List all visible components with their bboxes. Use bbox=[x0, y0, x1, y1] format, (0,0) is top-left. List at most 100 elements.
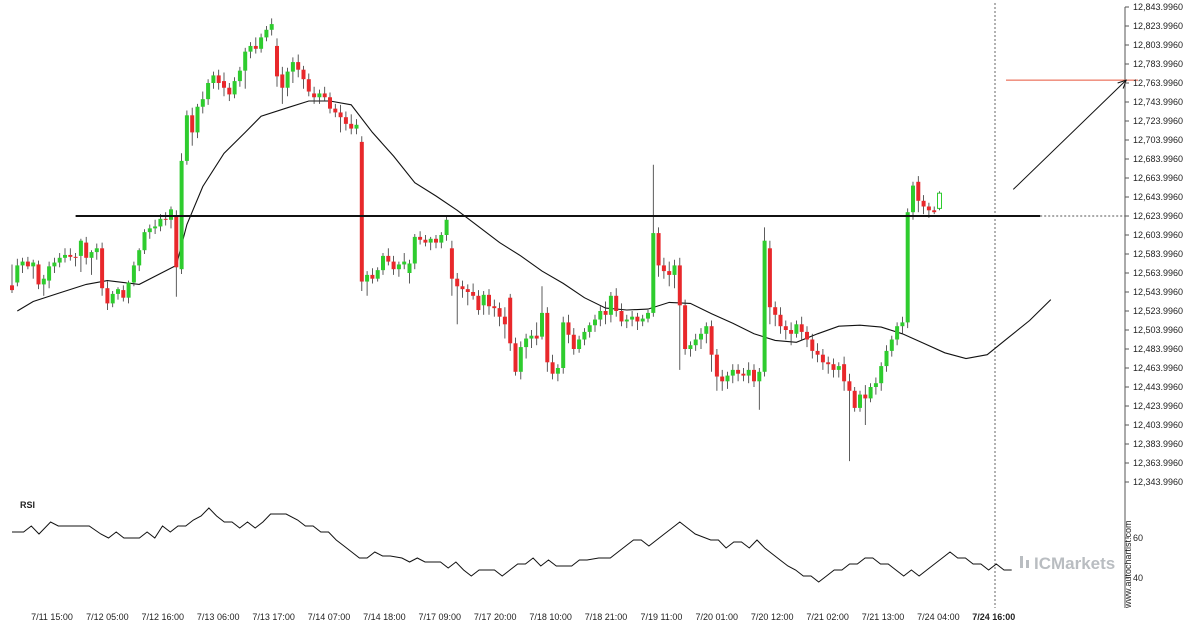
candle-body bbox=[773, 307, 778, 315]
candle-body bbox=[52, 262, 57, 267]
candle-body bbox=[290, 62, 295, 72]
candle bbox=[502, 307, 507, 339]
candle bbox=[873, 377, 878, 395]
candle-body bbox=[423, 239, 428, 243]
candle bbox=[94, 243, 99, 260]
candle-body bbox=[20, 261, 25, 266]
candle bbox=[476, 290, 481, 315]
candle-body bbox=[301, 69, 306, 80]
candle-body bbox=[571, 334, 576, 349]
candle-body bbox=[683, 305, 688, 349]
y-tick-label: 12,703.9960 bbox=[1133, 135, 1183, 145]
candle-body bbox=[555, 367, 560, 374]
candle-body bbox=[359, 141, 364, 282]
brand-logo-bar bbox=[1020, 556, 1023, 568]
x-tick-label: 7/20 12:00 bbox=[751, 612, 794, 622]
candle-body bbox=[460, 286, 465, 290]
candle bbox=[508, 293, 513, 351]
candle-body bbox=[778, 314, 783, 327]
candle-body bbox=[15, 265, 20, 283]
candle bbox=[683, 299, 688, 355]
candle bbox=[333, 103, 338, 118]
candle bbox=[767, 240, 772, 325]
candle-body bbox=[497, 308, 502, 317]
price-axis: 12,843.9960 12,823.9960 12,803.9960 12,783.… bbox=[1125, 2, 1183, 487]
candle bbox=[312, 86, 317, 104]
candle-body bbox=[365, 274, 370, 282]
candle bbox=[269, 18, 274, 36]
candle bbox=[280, 66, 285, 104]
candle-body bbox=[121, 290, 126, 298]
candle bbox=[842, 356, 847, 391]
candle bbox=[142, 229, 147, 254]
candle bbox=[137, 248, 142, 272]
candle bbox=[709, 320, 714, 372]
candle bbox=[359, 136, 364, 292]
candle bbox=[296, 54, 301, 78]
candle bbox=[465, 284, 470, 306]
y-tick-label: 12,723.9960 bbox=[1133, 116, 1183, 126]
candle-body bbox=[926, 206, 931, 211]
rsi-panel-label: RSI bbox=[20, 500, 35, 510]
candle-body bbox=[444, 219, 449, 235]
candle bbox=[852, 386, 857, 412]
candle bbox=[752, 364, 756, 387]
candle bbox=[354, 119, 359, 135]
candle-body bbox=[725, 375, 730, 382]
candle bbox=[518, 341, 523, 380]
watermark: www.autochartist.com ICMarkets bbox=[1020, 520, 1133, 609]
candle-body bbox=[94, 248, 99, 253]
candle bbox=[222, 72, 226, 97]
candle-body bbox=[402, 261, 407, 265]
candle-body bbox=[227, 87, 232, 95]
candle-body bbox=[10, 285, 14, 291]
candle bbox=[290, 57, 295, 83]
x-tick-label: 7/11 15:00 bbox=[31, 612, 73, 622]
candle-body bbox=[624, 319, 629, 322]
candle bbox=[916, 176, 921, 213]
candle-body bbox=[243, 51, 248, 71]
candle-body bbox=[184, 115, 189, 161]
candle-body bbox=[736, 369, 741, 374]
candle-body bbox=[211, 75, 216, 83]
candle-body bbox=[757, 371, 762, 382]
candle-body bbox=[842, 364, 847, 382]
candle-body bbox=[391, 261, 396, 270]
candle-body bbox=[476, 295, 481, 311]
candle-body bbox=[640, 318, 645, 322]
candle bbox=[439, 232, 444, 249]
candle bbox=[322, 86, 327, 102]
candle bbox=[211, 71, 216, 89]
candle bbox=[730, 364, 735, 384]
candle-body bbox=[36, 264, 41, 285]
candle-body bbox=[661, 265, 666, 272]
candle bbox=[582, 328, 587, 346]
candle-body bbox=[349, 123, 354, 129]
candle bbox=[741, 367, 746, 382]
candle bbox=[78, 238, 83, 273]
candle-body bbox=[868, 386, 873, 399]
y-tick-label: 12,423.9960 bbox=[1133, 401, 1183, 411]
candle-body bbox=[847, 381, 852, 391]
candle bbox=[889, 335, 894, 357]
candle bbox=[651, 164, 656, 317]
candle bbox=[317, 89, 322, 104]
candle-body bbox=[699, 333, 703, 340]
candle-body bbox=[799, 324, 804, 332]
candle bbox=[778, 307, 783, 334]
candle bbox=[640, 314, 645, 327]
candle bbox=[206, 79, 211, 105]
candle-body bbox=[137, 250, 142, 266]
candle-body bbox=[455, 278, 460, 287]
candle bbox=[110, 291, 115, 308]
candle-body bbox=[386, 255, 391, 262]
candle-body bbox=[508, 297, 513, 344]
candle-body bbox=[709, 326, 714, 355]
candle-body bbox=[921, 200, 926, 207]
candle bbox=[375, 267, 380, 282]
candle bbox=[434, 234, 438, 249]
candle bbox=[783, 320, 788, 340]
candle bbox=[15, 258, 20, 287]
candle bbox=[25, 256, 30, 270]
